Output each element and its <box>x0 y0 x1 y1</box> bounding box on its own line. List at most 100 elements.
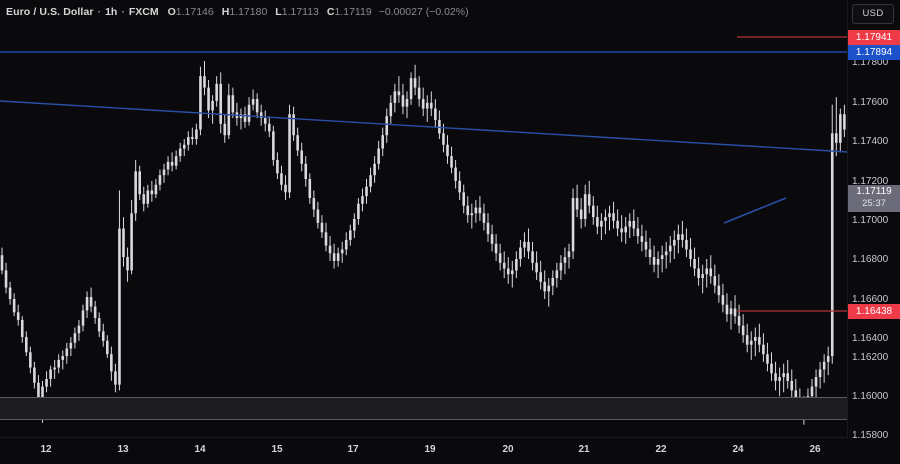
high-value: 1.17180 <box>229 6 268 18</box>
candle-body <box>284 184 287 193</box>
candle-body <box>401 95 405 107</box>
time-tick-4: 17 <box>347 444 359 455</box>
candle-body <box>774 373 777 381</box>
price-axis[interactable]: USD 1.17800 1.17600 1.17400 1.17200 1.17000 1… <box>847 0 900 464</box>
ohlc-values: O1.17146 H1.17180 L1.17113 C1.17119 <box>168 4 372 20</box>
low-value-pair: L1.17113 <box>275 4 319 20</box>
candle-body <box>636 228 640 237</box>
candle-body <box>203 76 206 88</box>
candle-body <box>344 239 348 250</box>
candle-body <box>555 270 559 279</box>
time-tick-2: 14 <box>194 444 206 455</box>
time-tick-0: 12 <box>40 444 52 455</box>
candle-body <box>810 386 814 397</box>
candle-body <box>737 316 741 326</box>
open-value: 1.17146 <box>175 6 214 18</box>
candle-body <box>178 148 182 157</box>
candle-body <box>187 137 190 145</box>
bar-countdown: 25:37 <box>862 198 886 209</box>
descending-trendline[interactable] <box>0 100 848 153</box>
candle-body <box>644 241 648 250</box>
candle-body <box>413 78 417 88</box>
price-tick-8: 1.16200 <box>852 352 889 363</box>
candle-body <box>559 262 563 271</box>
close-value: 1.17119 <box>334 6 372 18</box>
candle-body <box>482 213 486 223</box>
candle-body <box>709 268 713 277</box>
candle-body <box>527 241 530 252</box>
price-tick-0: 1.17800 <box>852 57 889 68</box>
candle-body <box>754 337 757 341</box>
candle-body <box>199 76 202 130</box>
candle-body <box>320 222 324 233</box>
candle-body <box>620 228 623 233</box>
time-tick-9: 24 <box>732 444 744 455</box>
candle-body <box>353 219 356 231</box>
candle-body <box>652 257 656 265</box>
candle-body <box>122 228 125 258</box>
candle-body <box>405 99 409 107</box>
candle-body <box>664 251 668 256</box>
resistance-price-tag[interactable]: 1.17941 <box>848 30 900 45</box>
currency-button[interactable]: USD <box>852 4 894 24</box>
candle-body <box>721 295 725 305</box>
candle-body <box>442 133 445 145</box>
time-axis[interactable]: 12 13 14 15 17 19 20 21 22 24 26 <box>0 437 848 464</box>
candle-body <box>494 243 498 254</box>
candle-body <box>490 234 494 244</box>
price-tick-3: 1.17200 <box>852 176 889 187</box>
candle-body <box>166 161 170 170</box>
candle-body <box>486 222 490 235</box>
candle-body <box>231 95 235 113</box>
candle-body <box>349 230 352 240</box>
candle-body <box>758 337 761 345</box>
candle-body <box>251 99 255 105</box>
candle-body <box>146 190 150 204</box>
candle-body <box>377 148 380 164</box>
chart-plot-area[interactable] <box>0 0 848 438</box>
candle-body <box>215 83 218 101</box>
candle-body <box>458 180 461 193</box>
candle-body <box>361 196 364 204</box>
time-tick-10: 26 <box>809 444 821 455</box>
candle-body <box>778 377 781 381</box>
candle-body <box>150 190 154 195</box>
candle-body <box>425 102 429 109</box>
current-price-tag[interactable]: 1.17119 25:37 <box>848 185 900 212</box>
candle-body <box>766 354 769 364</box>
candle-body <box>725 304 729 315</box>
candle-body <box>57 359 60 368</box>
candle-body <box>296 135 299 151</box>
candle-body <box>689 249 692 259</box>
support-zone-top-line <box>0 397 848 398</box>
candle-body <box>673 239 676 246</box>
candle-body <box>312 198 316 210</box>
trendline-price-tag[interactable]: 1.17894 <box>848 45 900 60</box>
current-price-value: 1.17119 <box>856 186 892 197</box>
time-tick-5: 19 <box>424 444 436 455</box>
candle-body <box>705 268 708 275</box>
candle-body <box>498 253 502 263</box>
price-tick-2: 1.17400 <box>852 136 889 147</box>
candle-body <box>223 123 227 136</box>
drawings-layer[interactable] <box>0 0 848 438</box>
candle-body <box>106 340 109 355</box>
exchange-label[interactable]: FXCM <box>128 6 159 18</box>
candle-body <box>308 179 312 199</box>
timeframe-label[interactable]: 1h <box>105 6 118 18</box>
ascending-trendline[interactable] <box>723 197 787 224</box>
candle-body <box>316 209 320 223</box>
candle-body <box>138 171 141 195</box>
support-zone-band <box>0 397 848 419</box>
low-value: 1.17113 <box>281 6 319 18</box>
support-price-tag[interactable]: 1.16438 <box>848 304 900 319</box>
price-tick-4: 1.17000 <box>852 215 889 226</box>
candle-body <box>839 114 842 143</box>
candle-body <box>454 167 457 181</box>
candle-body <box>195 129 198 140</box>
candle-body <box>685 239 688 250</box>
symbol-name[interactable]: Euro / U.S. Dollar <box>6 6 94 18</box>
price-tick-5: 1.16800 <box>852 254 889 265</box>
candle-body <box>587 194 591 206</box>
candle-body <box>733 308 737 317</box>
